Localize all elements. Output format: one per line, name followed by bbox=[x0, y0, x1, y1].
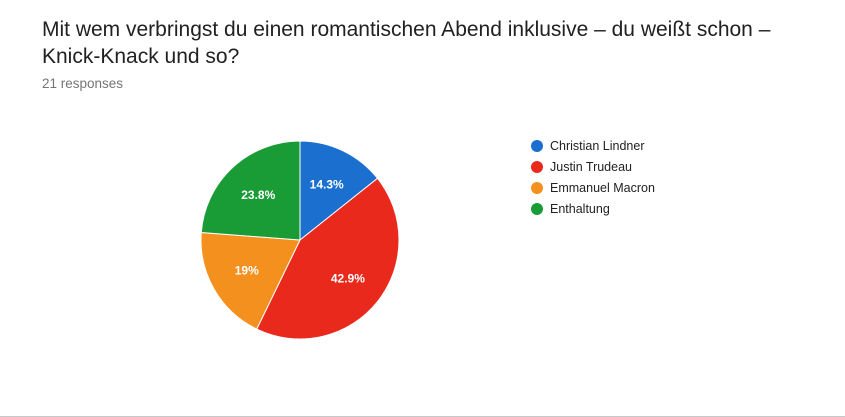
pie-slice-justin-trudeau[interactable] bbox=[256, 177, 400, 340]
pie-slice-christian-lindner[interactable] bbox=[299, 140, 379, 242]
pie-slice-label: 42.9% bbox=[331, 271, 365, 285]
legend-label: Christian Lindner bbox=[550, 138, 645, 153]
legend-item-christian-lindner[interactable]: Christian Lindner bbox=[531, 135, 655, 156]
legend-item-enthaltung[interactable]: Enthaltung bbox=[531, 198, 655, 219]
legend-swatch-icon bbox=[531, 181, 543, 194]
pie-slice-label: 14.3% bbox=[310, 178, 344, 192]
pie-slice-enthaltung[interactable] bbox=[200, 140, 301, 241]
chart-legend: Christian Lindner Justin Trudeau Emmanue… bbox=[531, 135, 655, 219]
legend-swatch-icon bbox=[531, 160, 543, 173]
pie-slice-label: 19% bbox=[235, 264, 259, 278]
legend-label: Emmanuel Macron bbox=[550, 180, 655, 195]
legend-label: Justin Trudeau bbox=[550, 159, 632, 174]
pie-slice-label: 23.8% bbox=[241, 188, 275, 202]
legend-swatch-icon bbox=[531, 139, 543, 152]
legend-item-emmanuel-macron[interactable]: Emmanuel Macron bbox=[531, 177, 655, 198]
legend-label: Enthaltung bbox=[550, 201, 610, 216]
response-count: 21 responses bbox=[42, 76, 124, 91]
pie-slice-emmanuel-macron[interactable] bbox=[200, 232, 301, 330]
pie-chart: 14.3% 42.9% 19% 23.8% bbox=[200, 140, 400, 340]
legend-swatch-icon bbox=[531, 202, 543, 215]
question-title: Mit wem verbringst du einen romantischen… bbox=[42, 18, 771, 68]
legend-item-justin-trudeau[interactable]: Justin Trudeau bbox=[531, 156, 655, 177]
